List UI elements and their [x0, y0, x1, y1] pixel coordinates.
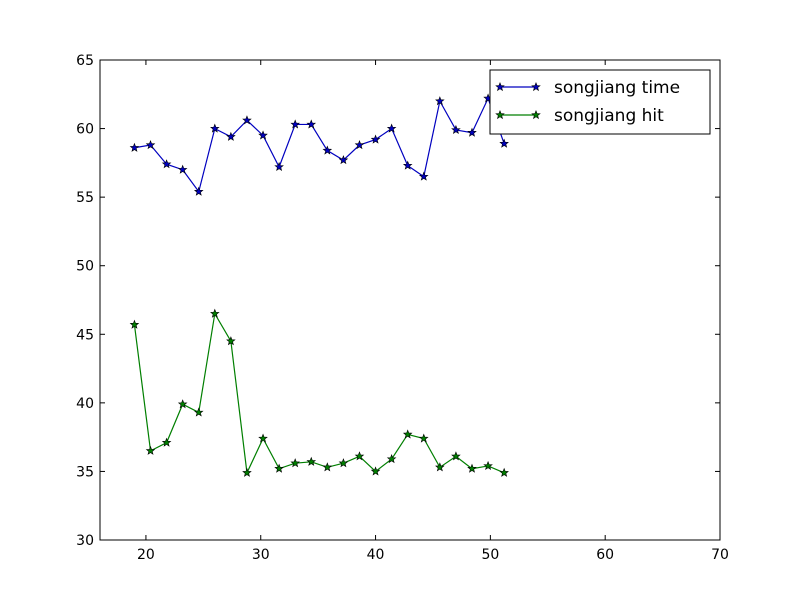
legend-marker — [495, 81, 505, 92]
ticks-layer: 20 30 40 50 60 70 30 35 40 45 50 55 60 65 — [76, 53, 729, 563]
data-point — [467, 127, 477, 137]
data-point — [386, 454, 397, 464]
data-point — [435, 462, 445, 472]
data-point — [370, 134, 381, 144]
series-1 — [129, 93, 509, 196]
data-point — [499, 467, 509, 477]
data-point — [290, 458, 300, 468]
series-line-1 — [134, 96, 505, 194]
data-point — [193, 407, 204, 417]
data-point — [129, 142, 140, 152]
data-point — [322, 145, 333, 155]
legend-marker — [531, 81, 541, 92]
y-tick-label: 60 — [76, 122, 94, 138]
data-point — [226, 336, 236, 346]
data-point — [306, 456, 317, 466]
data-point — [145, 445, 156, 455]
legend-label: songjiang time — [554, 78, 680, 98]
series-2 — [129, 308, 509, 477]
data-point — [258, 130, 268, 140]
y-tick-label: 55 — [76, 190, 94, 206]
data-point — [161, 159, 172, 169]
legend-label: songjiang hit — [554, 106, 664, 126]
data-point — [210, 123, 220, 133]
y-tick-label: 50 — [76, 259, 94, 275]
data-point — [354, 451, 365, 461]
x-tick-label: 20 — [137, 547, 155, 563]
data-point — [161, 437, 172, 447]
data-point — [242, 467, 252, 477]
data-point — [418, 433, 429, 443]
data-point — [290, 119, 300, 129]
data-point — [338, 155, 349, 165]
data-point — [177, 399, 188, 409]
data-point — [274, 161, 284, 172]
data-point — [274, 463, 284, 473]
data-point — [451, 451, 461, 461]
x-tick-label: 60 — [596, 547, 614, 563]
legend-marker — [495, 109, 505, 120]
data-point — [242, 115, 252, 125]
y-tick-label: 30 — [76, 533, 94, 549]
data-point — [258, 433, 268, 443]
data-point — [226, 131, 236, 141]
legend: songjiang time songjiang hit — [489, 69, 711, 135]
data-point — [193, 186, 204, 196]
y-tick-label: 40 — [76, 396, 94, 412]
data-point — [210, 308, 220, 318]
data-point — [402, 160, 413, 170]
data-point — [354, 139, 365, 150]
legend-box — [489, 69, 711, 135]
legend-entry-2: songjiang hit — [495, 106, 664, 126]
legend-entry-1: songjiang time — [495, 78, 680, 98]
plot-background — [100, 60, 720, 540]
x-tick-label: 30 — [252, 547, 270, 563]
data-point — [418, 171, 429, 181]
data-point — [467, 463, 477, 473]
data-point — [145, 139, 156, 150]
x-tick-label: 70 — [711, 547, 729, 563]
y-tick-label: 65 — [76, 53, 94, 69]
x-tick-label: 50 — [481, 547, 499, 563]
data-point — [435, 96, 445, 106]
data-point — [306, 119, 317, 129]
legend-marker — [531, 109, 541, 120]
data-point — [386, 123, 397, 133]
data-point — [338, 458, 349, 468]
series-layer — [129, 93, 509, 477]
data-point — [499, 138, 509, 148]
data-point — [177, 164, 188, 174]
y-tick-label: 45 — [76, 327, 94, 343]
x-tick-label: 40 — [367, 547, 385, 563]
data-point — [370, 466, 381, 476]
y-tick-label: 35 — [76, 464, 94, 480]
data-point — [451, 124, 461, 135]
data-point — [483, 460, 493, 471]
data-point — [402, 429, 413, 439]
plot-frame — [99, 59, 721, 541]
data-point — [322, 462, 333, 472]
data-point — [129, 319, 140, 329]
